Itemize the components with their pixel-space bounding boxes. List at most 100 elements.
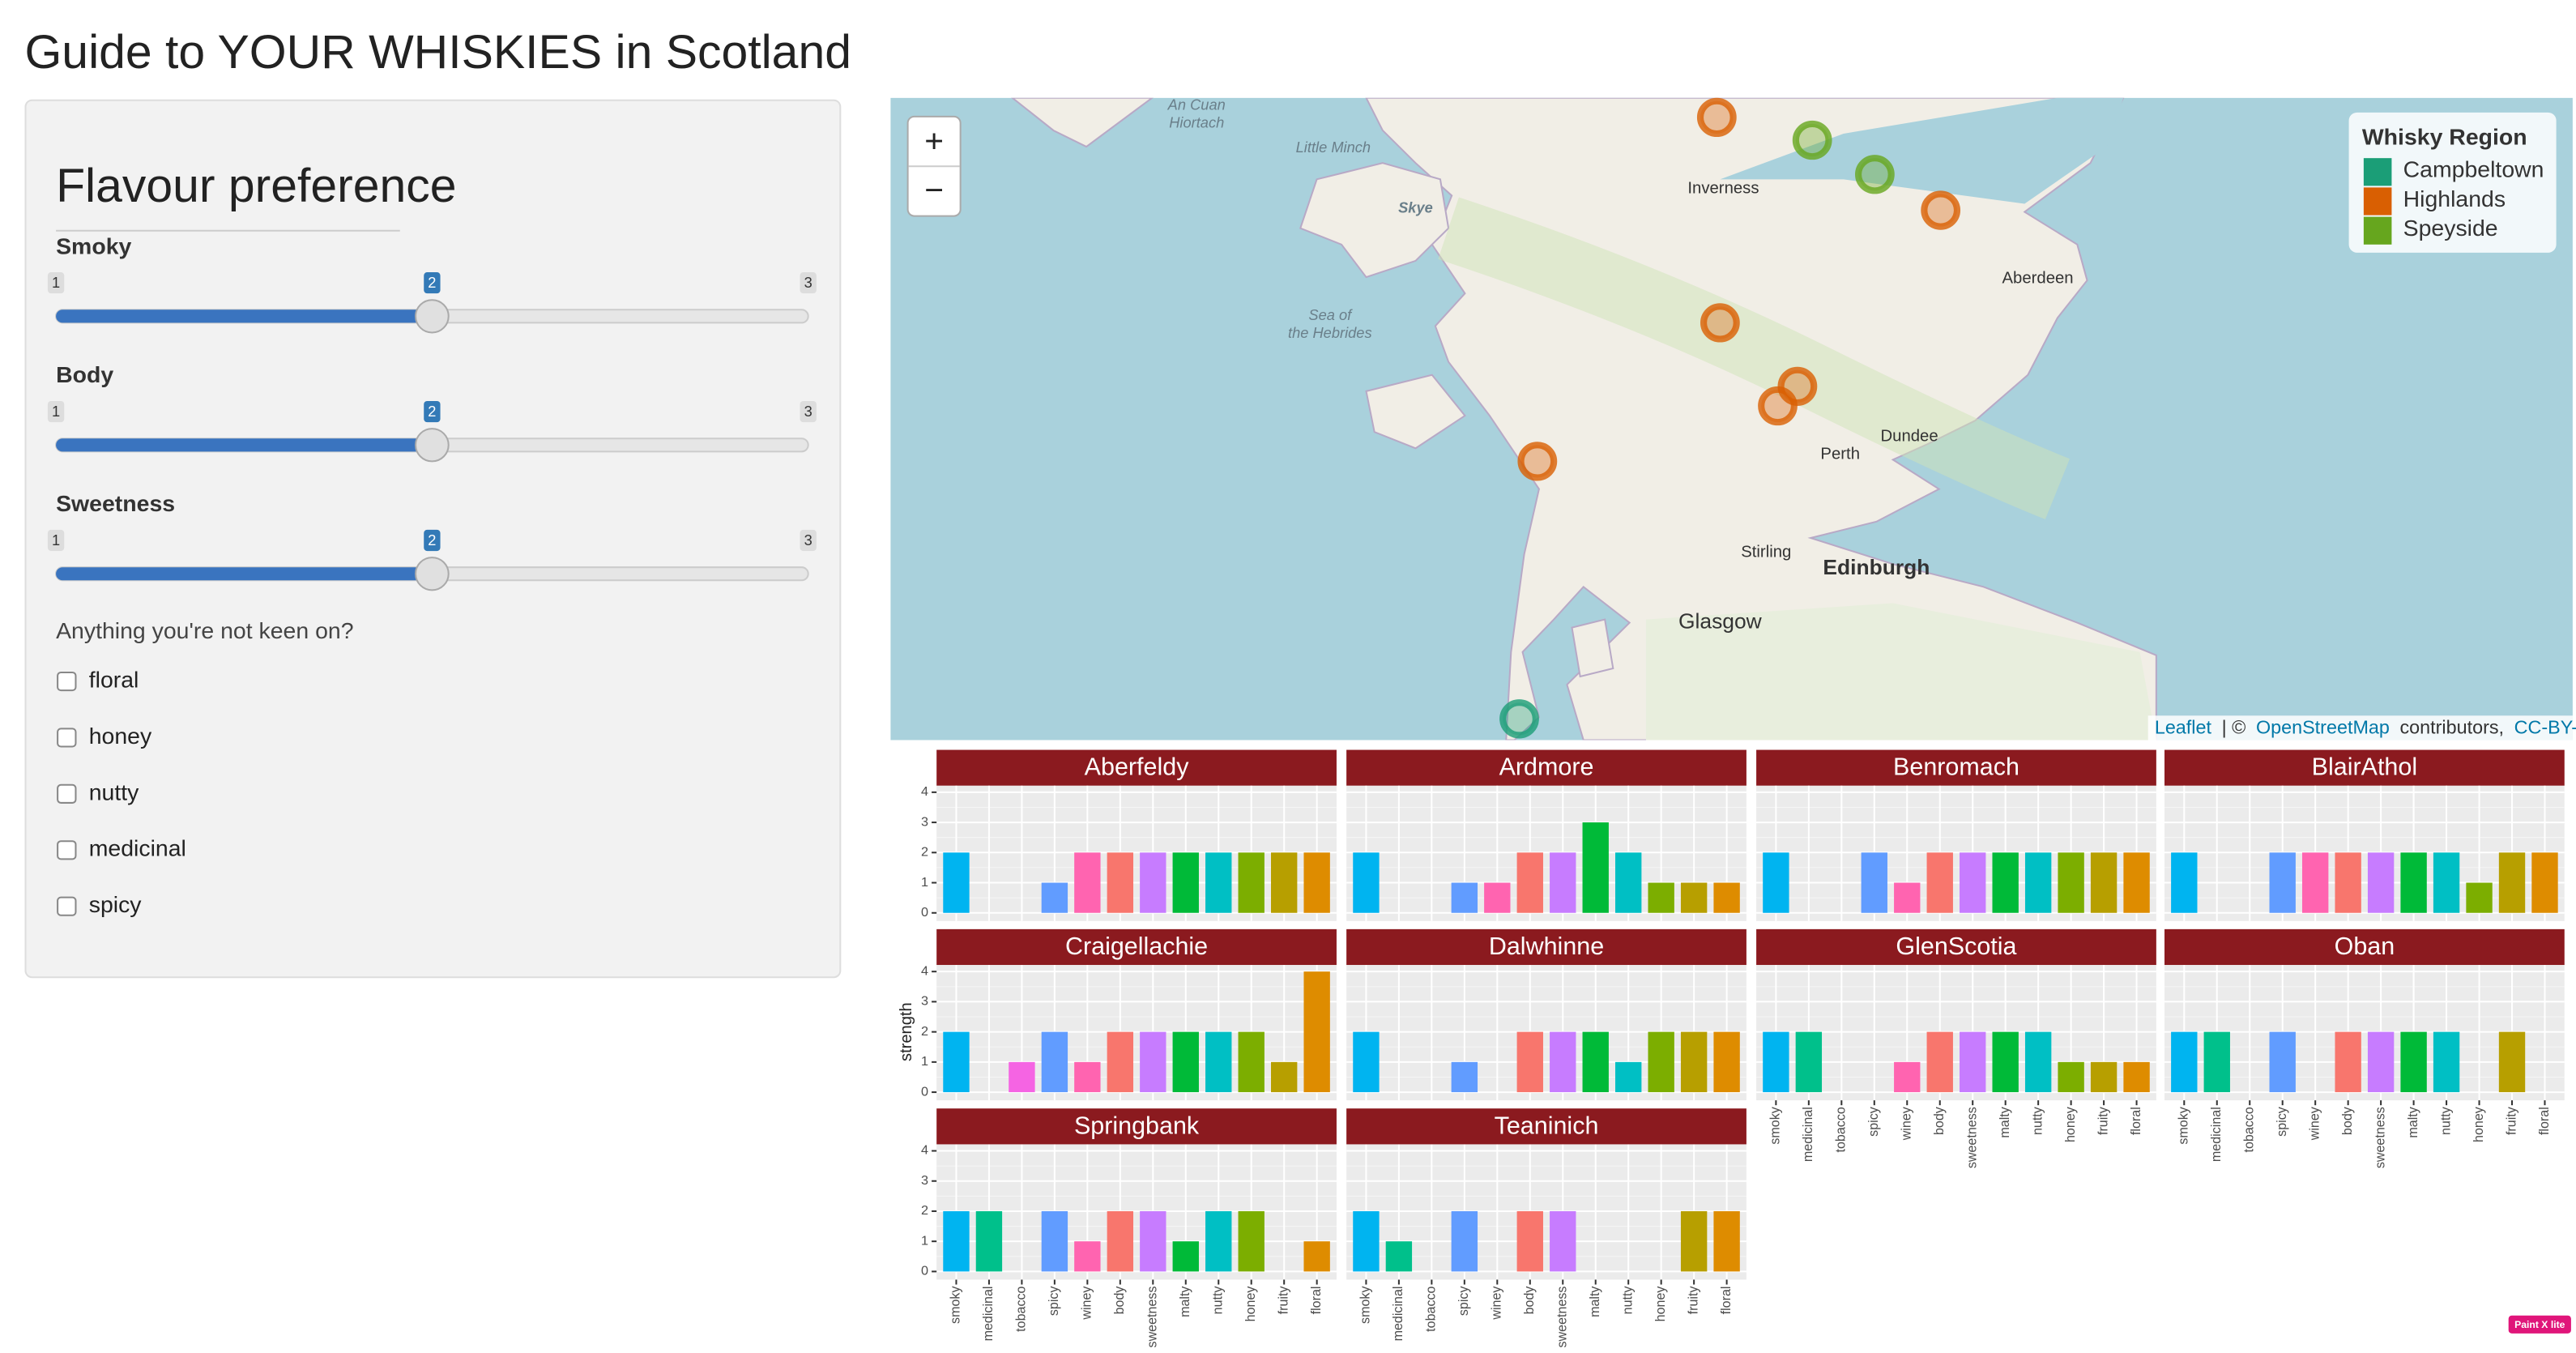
legend-swatch <box>2363 187 2392 216</box>
place-label: Perth <box>1820 446 1860 463</box>
bar <box>1238 852 1265 913</box>
zoom-in[interactable]: + <box>924 122 944 160</box>
distillery-marker[interactable] <box>1792 120 1832 160</box>
slider-max-box <box>800 400 817 423</box>
bar <box>1648 882 1674 913</box>
distillery-marker[interactable] <box>1921 190 1961 230</box>
checkbox-group-label: Anything you're not keen on? <box>56 617 353 643</box>
panel-title: Craigellachie <box>1065 933 1208 960</box>
checkbox[interactable] <box>57 896 77 916</box>
bar <box>2123 1061 2150 1093</box>
bar <box>1172 852 1199 913</box>
checkbox[interactable] <box>57 671 77 692</box>
bar <box>2301 852 2329 913</box>
bar <box>1041 1210 1068 1272</box>
y-tick-label: 2 <box>921 1024 928 1039</box>
checkbox-label[interactable]: floral <box>89 667 139 693</box>
badge: Paint X lite <box>2514 1319 2565 1330</box>
legend-swatch <box>2363 158 2392 186</box>
slider-max-box <box>800 529 817 552</box>
x-tick-label: fruity <box>2096 1106 2110 1135</box>
island-mull <box>1365 373 1466 450</box>
bar <box>1713 882 1740 913</box>
island-hebrides <box>1011 97 1154 148</box>
distillery-marker[interactable] <box>1499 699 1539 739</box>
bar <box>1451 882 1478 913</box>
checkbox-label[interactable]: spicy <box>89 891 143 917</box>
bar <box>1107 1210 1134 1272</box>
slider-max: 3 <box>804 532 812 548</box>
y-tick-label: 4 <box>921 963 928 978</box>
bar <box>1172 1241 1199 1272</box>
legend-box <box>2348 112 2557 253</box>
distillery-marker[interactable] <box>1855 155 1895 194</box>
osm-link[interactable]: OpenStreetMap <box>2256 717 2390 738</box>
distillery-marker[interactable] <box>1700 303 1740 343</box>
slider-handle[interactable] <box>415 428 450 463</box>
bar <box>2171 852 2198 913</box>
bar <box>2433 852 2460 913</box>
y-tick-label: 3 <box>921 1173 928 1188</box>
slider-label: Sweetness <box>56 490 175 516</box>
bar <box>1238 1210 1265 1272</box>
checkbox[interactable] <box>57 783 77 804</box>
place-label: Aberdeen <box>2002 269 2073 287</box>
strip <box>936 928 1337 966</box>
x-tick-label: fruity <box>1276 1286 1290 1315</box>
bar <box>1041 1031 1068 1093</box>
x-tick-label: sweetness <box>1145 1287 1160 1348</box>
place-label: Glasgow <box>1678 609 1763 634</box>
bar <box>1894 882 1921 913</box>
bar <box>1960 1031 1986 1093</box>
x-tick-label: honey <box>1653 1286 1668 1322</box>
strip <box>1756 928 2156 966</box>
bar <box>1353 1031 1380 1093</box>
legend-title: Whisky Region <box>2362 124 2527 150</box>
checkbox[interactable] <box>57 840 77 860</box>
x-tick-label: smoky <box>1768 1106 1783 1144</box>
slider-min: 1 <box>52 275 60 291</box>
zoom-out[interactable]: − <box>924 171 944 208</box>
bar <box>1680 882 1708 913</box>
bar <box>1303 971 1330 1093</box>
license-link[interactable]: CC-BY-SA <box>2514 717 2576 738</box>
x-tick-label: spicy <box>1047 1286 1061 1317</box>
y-axis-title: strength <box>898 1002 915 1061</box>
land-england <box>1645 603 2156 741</box>
slider-min: 1 <box>52 532 60 548</box>
bar <box>1960 852 1986 913</box>
leaflet-link[interactable]: Leaflet <box>2155 717 2212 738</box>
place-label: Dundee <box>1880 428 1938 446</box>
bar <box>1992 852 2019 913</box>
checkbox-label[interactable]: honey <box>89 723 152 749</box>
checkbox[interactable] <box>57 728 77 748</box>
slider-fill <box>56 438 433 452</box>
y-tick-label: 1 <box>921 1054 928 1069</box>
x-tick-label: tobacco <box>2241 1107 2256 1152</box>
slider-max: 3 <box>804 403 812 420</box>
bar <box>1713 1210 1740 1272</box>
bar <box>2498 852 2526 913</box>
sidebar-heading: Flavour preference <box>56 160 456 212</box>
slider-handle[interactable] <box>415 299 450 334</box>
x-tick-label: floral <box>2537 1107 2552 1135</box>
bar <box>1516 1210 1543 1272</box>
bar <box>1992 1031 2019 1093</box>
bar <box>1713 1031 1740 1093</box>
x-tick-label: honey <box>2063 1106 2078 1142</box>
x-tick-label: smoky <box>2177 1106 2191 1144</box>
island-skye <box>1299 162 1450 279</box>
distillery-marker[interactable] <box>1517 442 1558 481</box>
bar <box>1894 1061 1921 1093</box>
checkbox-label[interactable]: medicinal <box>89 835 186 861</box>
x-tick-label: body <box>1112 1286 1127 1315</box>
x-tick-label: spicy <box>1456 1286 1471 1317</box>
slider-label: Smoky <box>56 233 132 258</box>
distillery-marker[interactable] <box>1758 386 1798 426</box>
bar <box>2400 852 2427 913</box>
checkbox-label[interactable]: nutty <box>89 779 140 805</box>
distillery-marker[interactable] <box>1696 97 1737 138</box>
bar <box>1074 852 1101 913</box>
slider-handle[interactable] <box>415 557 450 591</box>
slider-fill <box>56 567 433 581</box>
